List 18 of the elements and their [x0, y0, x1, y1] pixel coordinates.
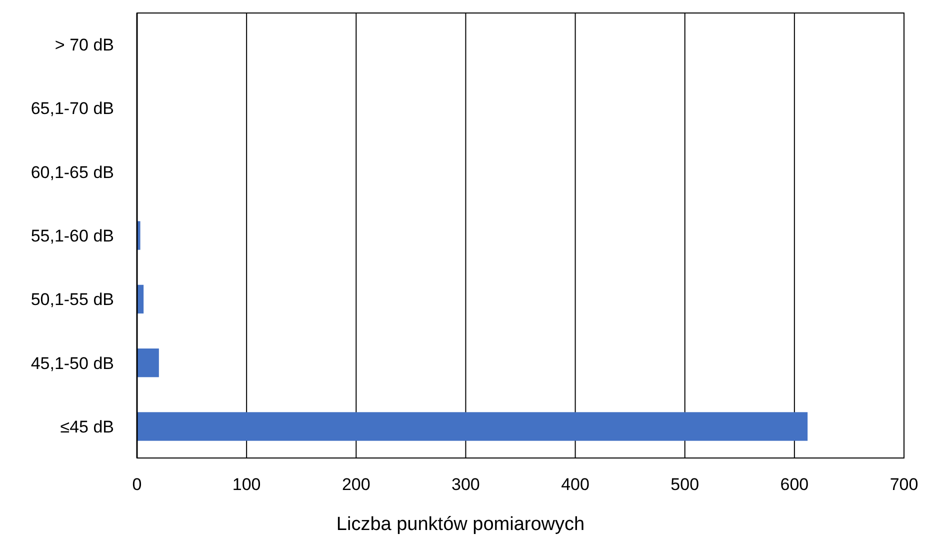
x-axis-title: Liczba punktów pomiarowych	[336, 514, 585, 535]
x-tick-label: 700	[890, 475, 918, 494]
bar	[137, 412, 808, 441]
x-tick-label: 0	[132, 475, 142, 494]
y-tick-label: ≤45 dB	[60, 417, 114, 436]
y-tick-label: 65,1-70 dB	[30, 99, 114, 118]
x-tick-label: 200	[342, 475, 370, 494]
x-tick-label: 400	[561, 475, 590, 494]
y-tick-label: 60,1-65 dB	[30, 162, 114, 182]
y-tick-label: 55,1-60 dB	[30, 226, 114, 246]
bar	[137, 348, 159, 378]
x-tick-label: 500	[670, 475, 700, 494]
x-tick-label: 300	[452, 475, 480, 494]
y-tick-label: 45,1-50 dB	[30, 354, 114, 373]
y-tick-label: > 70 dB	[54, 35, 114, 54]
x-tick-label: 100	[232, 475, 261, 494]
x-tick-label: 600	[780, 475, 809, 494]
y-tick-label: 50,1-55 dB	[30, 290, 114, 310]
